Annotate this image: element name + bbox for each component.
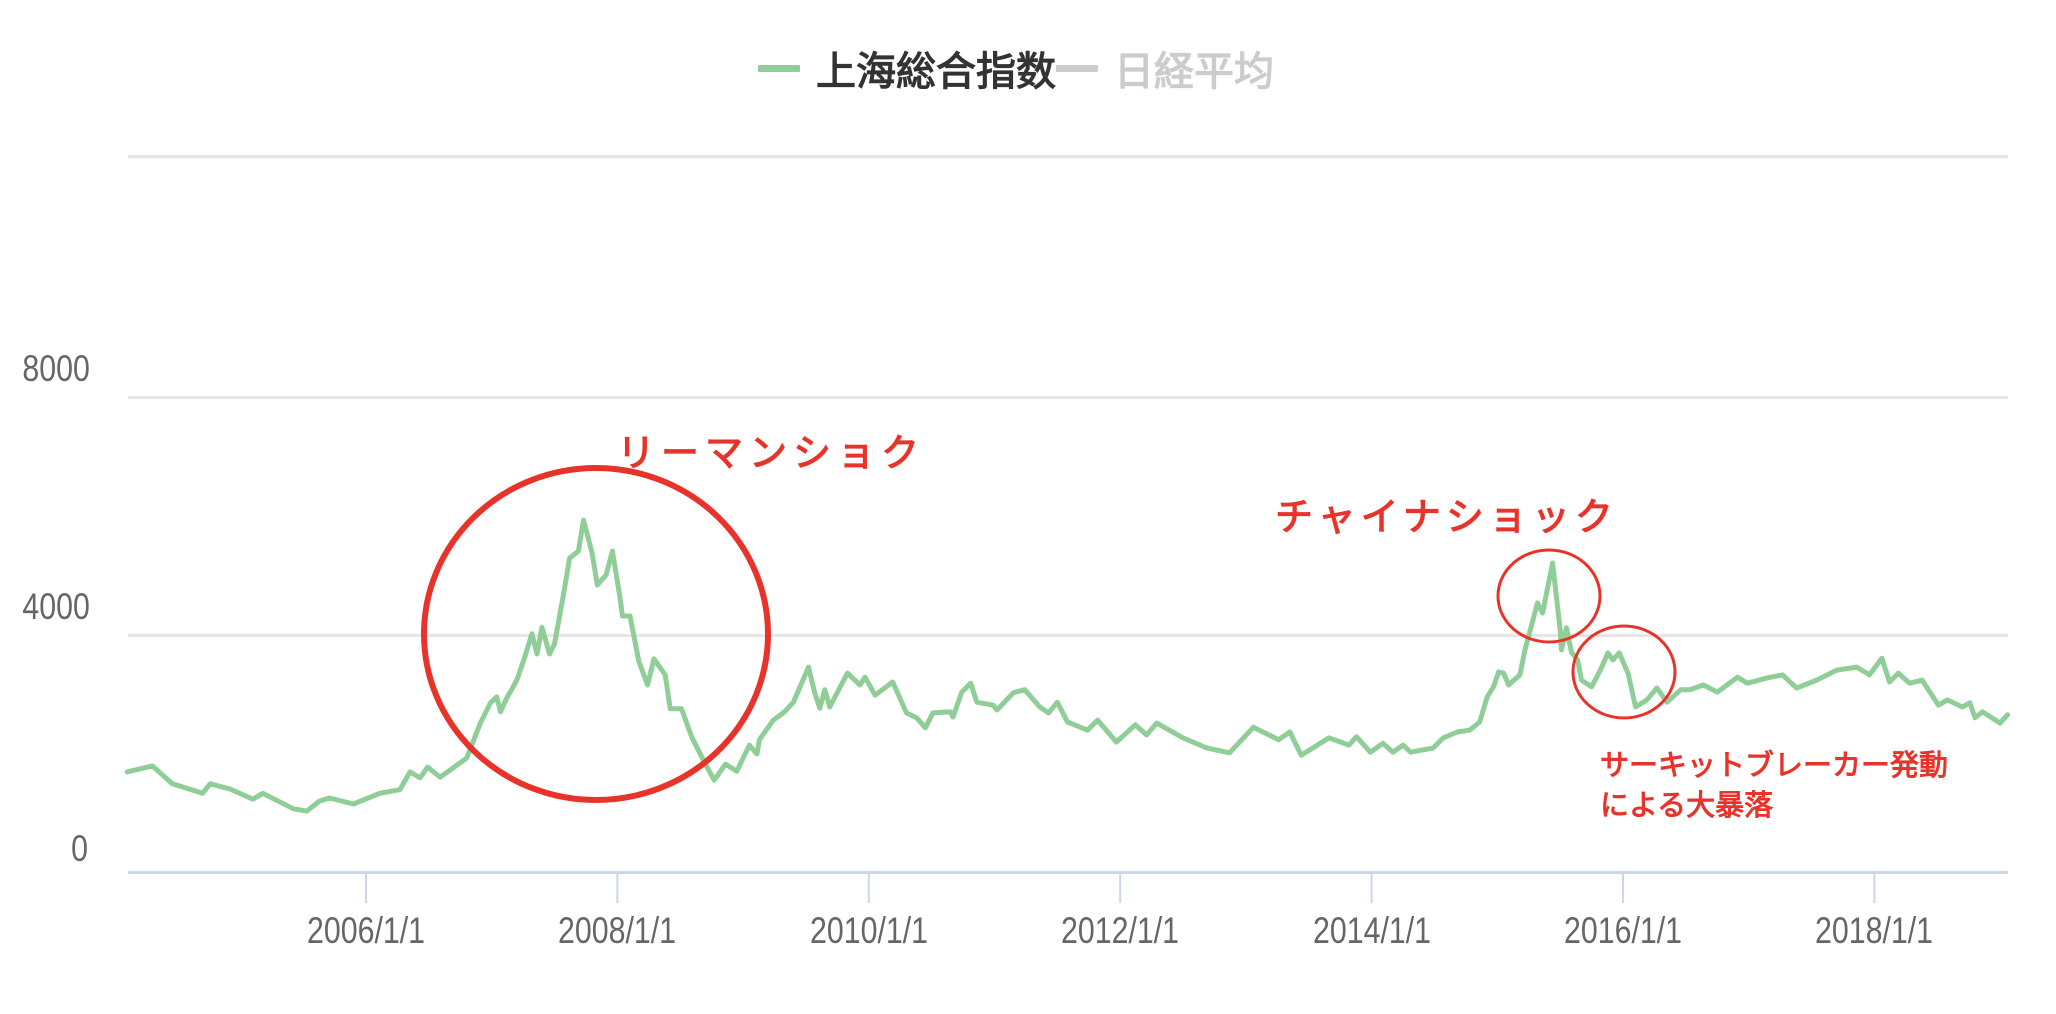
x-tick-label: 2014/1/1: [1312, 910, 1431, 951]
x-tick-mark: [867, 873, 870, 903]
gridline-4000: [128, 634, 2008, 637]
circuit-breaker-circle: [1571, 624, 1677, 720]
annotation-circuit-breaker-line2: による大暴落: [1600, 788, 1774, 822]
x-tick-label: 2006/1/1: [306, 910, 426, 951]
lehman-circle: [421, 465, 771, 803]
x-tick-mark: [1873, 873, 1876, 903]
x-axis-line: [128, 871, 2008, 874]
legend-line-icon: [758, 64, 800, 72]
x-tick-label: 2012/1/1: [1061, 910, 1180, 951]
annotation-circuit-breaker-line1: サーキットブレーカー発動: [1600, 748, 1949, 782]
legend-item-shanghai[interactable]: 上海総合指数: [758, 38, 1056, 98]
x-tick-mark: [1119, 873, 1122, 903]
legend-label: 日経平均: [1114, 49, 1274, 95]
gridlines: [128, 155, 2008, 637]
x-tick-label: 2016/1/1: [1563, 910, 1683, 951]
legend-label: 上海総合指数: [816, 49, 1056, 95]
annotation-lehman-shock: リーマンショク: [617, 431, 926, 475]
legend-line-icon: [1056, 64, 1098, 72]
series-line-shanghai: [124, 517, 2011, 814]
gridline-12000: [128, 155, 2008, 158]
x-tick-mark: [365, 873, 367, 903]
annotation-circles: [421, 465, 1677, 803]
y-tick-label-8000: 8000: [22, 348, 90, 389]
x-tick-label: 2018/1/1: [1815, 910, 1934, 951]
annotation-circuit-breaker: サーキットブレーカー発動 による大暴落: [1600, 745, 1948, 825]
legend-item-nikkei[interactable]: 日経平均: [1056, 38, 1274, 98]
x-tick-mark: [616, 873, 619, 903]
x-tick-label: 2010/1/1: [809, 910, 928, 951]
x-axis: [128, 871, 2008, 903]
y-tick-label-0: 0: [71, 828, 88, 869]
annotation-china-shock: チャイナショック: [1275, 495, 1618, 539]
x-tick-label: 2008/1/1: [558, 910, 677, 951]
china-shock-circle: [1496, 548, 1602, 644]
gridline-8000: [128, 396, 2008, 399]
x-tick-mark: [1622, 873, 1624, 903]
y-tick-label-4000: 4000: [22, 586, 90, 627]
x-tick-mark: [1370, 873, 1373, 903]
chart-legend: 上海総合指数 日経平均: [0, 38, 2056, 98]
